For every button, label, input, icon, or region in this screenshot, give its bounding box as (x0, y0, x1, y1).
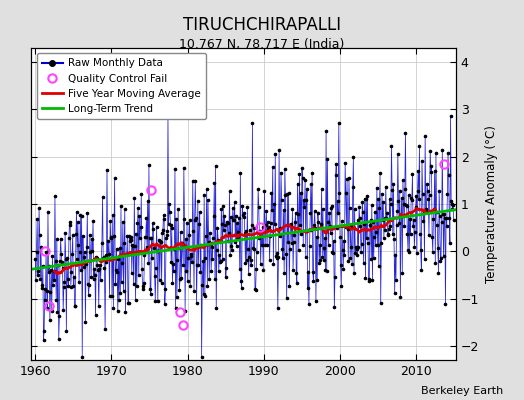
Text: Berkeley Earth: Berkeley Earth (421, 386, 503, 396)
Text: 10.767 N, 78.717 E (India): 10.767 N, 78.717 E (India) (179, 38, 345, 51)
Y-axis label: Temperature Anomaly (°C): Temperature Anomaly (°C) (485, 125, 498, 283)
Legend: Raw Monthly Data, Quality Control Fail, Five Year Moving Average, Long-Term Tren: Raw Monthly Data, Quality Control Fail, … (37, 53, 206, 119)
Text: TIRUCHCHIRAPALLI: TIRUCHCHIRAPALLI (183, 16, 341, 34)
